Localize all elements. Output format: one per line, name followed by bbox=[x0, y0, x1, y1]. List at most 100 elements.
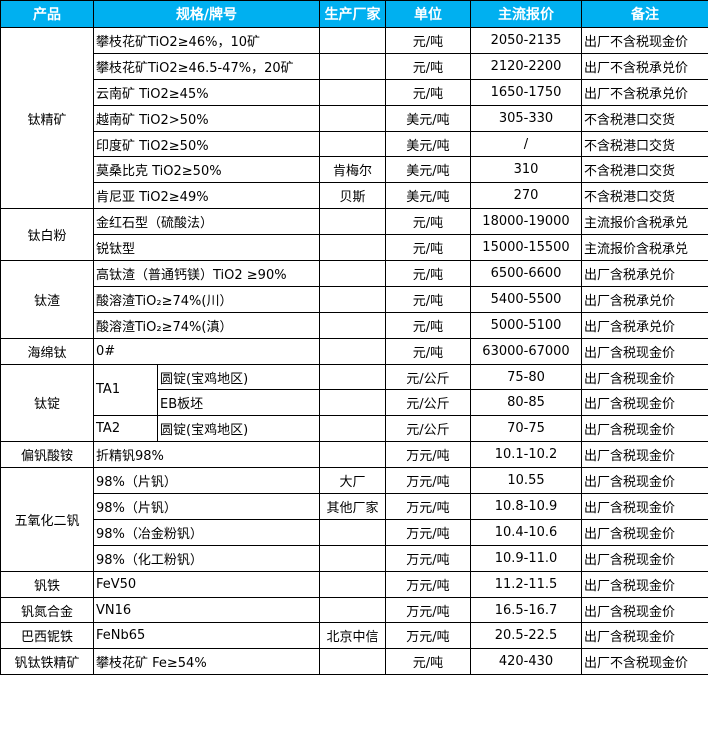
table-row: 巴西铌铁 FeNb65 北京中信 万元/吨 20.5-22.5 出厂含税现金价 bbox=[0, 622, 708, 650]
table-body: 钛精矿 攀枝花矿TiO2≥46%，10矿 元/吨 2050-2135 出厂不含税现金价攀… bbox=[0, 26, 708, 676]
spec-cell: 印度矿 TiO2≥50% bbox=[93, 130, 320, 158]
table-row: 肯尼亚 TiO2≥49% 贝斯 美元/吨 270 不含税港口交货 bbox=[1, 182, 708, 210]
table-row: 偏钒酸铵 折精钒98% 万元/吨 10.1-10.2 出厂含税现金价 bbox=[0, 441, 708, 469]
spec-cell: 金红石型（硫酸法） bbox=[93, 208, 320, 236]
note-cell: 出厂含税现金价 bbox=[581, 544, 708, 572]
note-cell: 出厂含税现金价 bbox=[581, 596, 708, 624]
spec-cell: 高钛渣（普通钙镁）TiO2 ≥90% bbox=[93, 260, 320, 287]
product-cell: 钛渣 bbox=[0, 260, 94, 339]
maker-cell bbox=[319, 234, 386, 262]
maker-cell bbox=[319, 544, 386, 572]
table-row: 98%（冶金粉钒） 万元/吨 10.4-10.6 出厂含税现金价 bbox=[1, 518, 708, 546]
note-cell: 出厂含税现金价 bbox=[581, 622, 708, 650]
table-row: 越南矿 TiO2>50% 美元/吨 305-330 不含税港口交货 bbox=[1, 104, 708, 132]
price-cell: 15000-15500 bbox=[470, 234, 582, 262]
table-row: 酸溶渣TiO₂≥74%(滇） 元/吨 5000-5100 出厂含税承兑价 bbox=[1, 311, 708, 339]
spec-cell: 酸溶渣TiO₂≥74%(滇） bbox=[93, 311, 320, 339]
note-cell: 出厂不含税现金价 bbox=[581, 27, 708, 54]
grade-cell: TA2 bbox=[93, 415, 158, 443]
table-row: 印度矿 TiO2≥50% 美元/吨 / 不含税港口交货 bbox=[1, 130, 708, 158]
price-cell: 10.4-10.6 bbox=[470, 518, 582, 546]
spec-cell: 98%（片钒） bbox=[93, 467, 320, 495]
note-cell: 出厂含税承兑价 bbox=[581, 311, 708, 339]
unit-cell: 元/吨 bbox=[385, 208, 471, 236]
table-row: 云南矿 TiO2≥45% 元/吨 1650-1750 出厂不含税承兑价 bbox=[1, 78, 708, 106]
maker-cell: 肯梅尔 bbox=[319, 156, 386, 184]
maker-cell bbox=[319, 363, 386, 391]
price-cell: 270 bbox=[470, 182, 582, 210]
note-cell: 不含税港口交货 bbox=[581, 156, 708, 184]
table-row: 98%（片钒） 其他厂家 万元/吨 10.8-10.9 出厂含税现金价 bbox=[1, 493, 708, 520]
header-maker: 生产厂家 bbox=[319, 0, 386, 28]
note-cell: 出厂不含税承兑价 bbox=[581, 52, 708, 80]
price-cell: 420-430 bbox=[470, 648, 582, 676]
price-cell: 305-330 bbox=[470, 104, 582, 132]
note-cell: 出厂含税现金价 bbox=[581, 389, 708, 417]
price-cell: 10.9-11.0 bbox=[470, 544, 582, 572]
price-cell: 11.2-11.5 bbox=[470, 570, 582, 598]
note-cell: 不含税港口交货 bbox=[581, 182, 708, 210]
unit-cell: 元/吨 bbox=[385, 260, 471, 287]
maker-cell bbox=[319, 260, 386, 287]
price-cell: 80-85 bbox=[470, 389, 582, 417]
maker-cell: 大厂 bbox=[319, 467, 386, 495]
price-cell: 75-80 bbox=[470, 363, 582, 391]
table-row: 钛渣 高钛渣（普通钙镁）TiO2 ≥90% 元/吨 6500-6600 出厂含税承兑价 bbox=[0, 260, 708, 339]
note-cell: 出厂含税承兑价 bbox=[581, 285, 708, 313]
note-cell: 出厂不含税承兑价 bbox=[581, 78, 708, 106]
price-cell: 10.1-10.2 bbox=[470, 441, 582, 469]
header-price: 主流报价 bbox=[470, 0, 582, 28]
spec-cell: 98%（冶金粉钒） bbox=[93, 518, 320, 546]
spec-cell: FeV50 bbox=[93, 570, 320, 598]
price-cell: / bbox=[470, 130, 582, 158]
maker-cell bbox=[319, 311, 386, 339]
unit-cell: 美元/吨 bbox=[385, 104, 471, 132]
table-row: 锐钛型 元/吨 15000-15500 主流报价含税承兑 bbox=[1, 234, 708, 262]
spec-cell: 云南矿 TiO2≥45% bbox=[93, 78, 320, 106]
product-cell: 钒氮合金 bbox=[0, 596, 94, 624]
maker-cell bbox=[319, 52, 386, 80]
product-cell: 钛锭 bbox=[0, 363, 94, 443]
spec-cell: 攀枝花矿TiO2≥46.5-47%，20矿 bbox=[93, 52, 320, 80]
note-cell: 出厂含税现金价 bbox=[581, 415, 708, 443]
price-cell: 10.55 bbox=[470, 467, 582, 495]
header-product: 产品 bbox=[0, 0, 94, 28]
header-note: 备注 bbox=[581, 0, 708, 28]
product-cell: 钛精矿 bbox=[0, 26, 94, 210]
note-cell: 出厂含税承兑价 bbox=[581, 260, 708, 287]
unit-cell: 美元/吨 bbox=[385, 156, 471, 184]
note-cell: 主流报价含税承兑 bbox=[581, 234, 708, 262]
maker-cell bbox=[319, 441, 386, 469]
maker-cell bbox=[319, 415, 386, 443]
maker-cell bbox=[319, 648, 386, 676]
unit-cell: 元/吨 bbox=[385, 337, 471, 365]
maker-cell bbox=[319, 570, 386, 598]
table-row: TA2 圆锭(宝鸡地区) 元/公斤 70-75 出厂含税现金价 bbox=[1, 415, 708, 443]
maker-cell bbox=[319, 285, 386, 313]
product-cell: 钒铁 bbox=[0, 570, 94, 598]
product-cell: 五氧化二钒 bbox=[0, 467, 94, 572]
spec-cell: 攀枝花矿 Fe≥54% bbox=[93, 648, 320, 676]
header-row: 产品 规格/牌号 生产厂家 单位 主流报价 备注 bbox=[0, 0, 708, 28]
product-cell: 钒钛铁精矿 bbox=[0, 648, 94, 676]
table-row: 海绵钛 0# 元/吨 63000-67000 出厂含税现金价 bbox=[0, 337, 708, 365]
maker-cell bbox=[319, 78, 386, 106]
table-row: 攀枝花矿TiO2≥46.5-47%，20矿 元/吨 2120-2200 出厂不含税承兑… bbox=[1, 52, 708, 80]
spec-cell: FeNb65 bbox=[93, 622, 320, 650]
price-cell: 2050-2135 bbox=[470, 27, 582, 54]
note-cell: 出厂含税现金价 bbox=[581, 363, 708, 391]
note-cell: 出厂含税现金价 bbox=[581, 467, 708, 495]
table-row: 酸溶渣TiO₂≥74%(川） 元/吨 5400-5500 出厂含税承兑价 bbox=[1, 285, 708, 313]
table-row: 钛白粉 金红石型（硫酸法） 元/吨 18000-19000 主流报价含税承兑 bbox=[0, 208, 708, 262]
spec-cell: 越南矿 TiO2>50% bbox=[93, 104, 320, 132]
note-cell: 出厂含税现金价 bbox=[581, 441, 708, 469]
table-row: 98%（化工粉钒） 万元/吨 10.9-11.0 出厂含税现金价 bbox=[1, 544, 708, 572]
price-cell: 16.5-16.7 bbox=[470, 596, 582, 624]
spec-cell: 攀枝花矿TiO2≥46%，10矿 bbox=[93, 27, 320, 54]
spec-cell: 莫桑比克 TiO2≥50% bbox=[93, 156, 320, 184]
price-cell: 5400-5500 bbox=[470, 285, 582, 313]
maker-cell bbox=[319, 518, 386, 546]
note-cell: 出厂含税现金价 bbox=[581, 337, 708, 365]
price-cell: 1650-1750 bbox=[470, 78, 582, 106]
maker-cell: 贝斯 bbox=[319, 182, 386, 210]
